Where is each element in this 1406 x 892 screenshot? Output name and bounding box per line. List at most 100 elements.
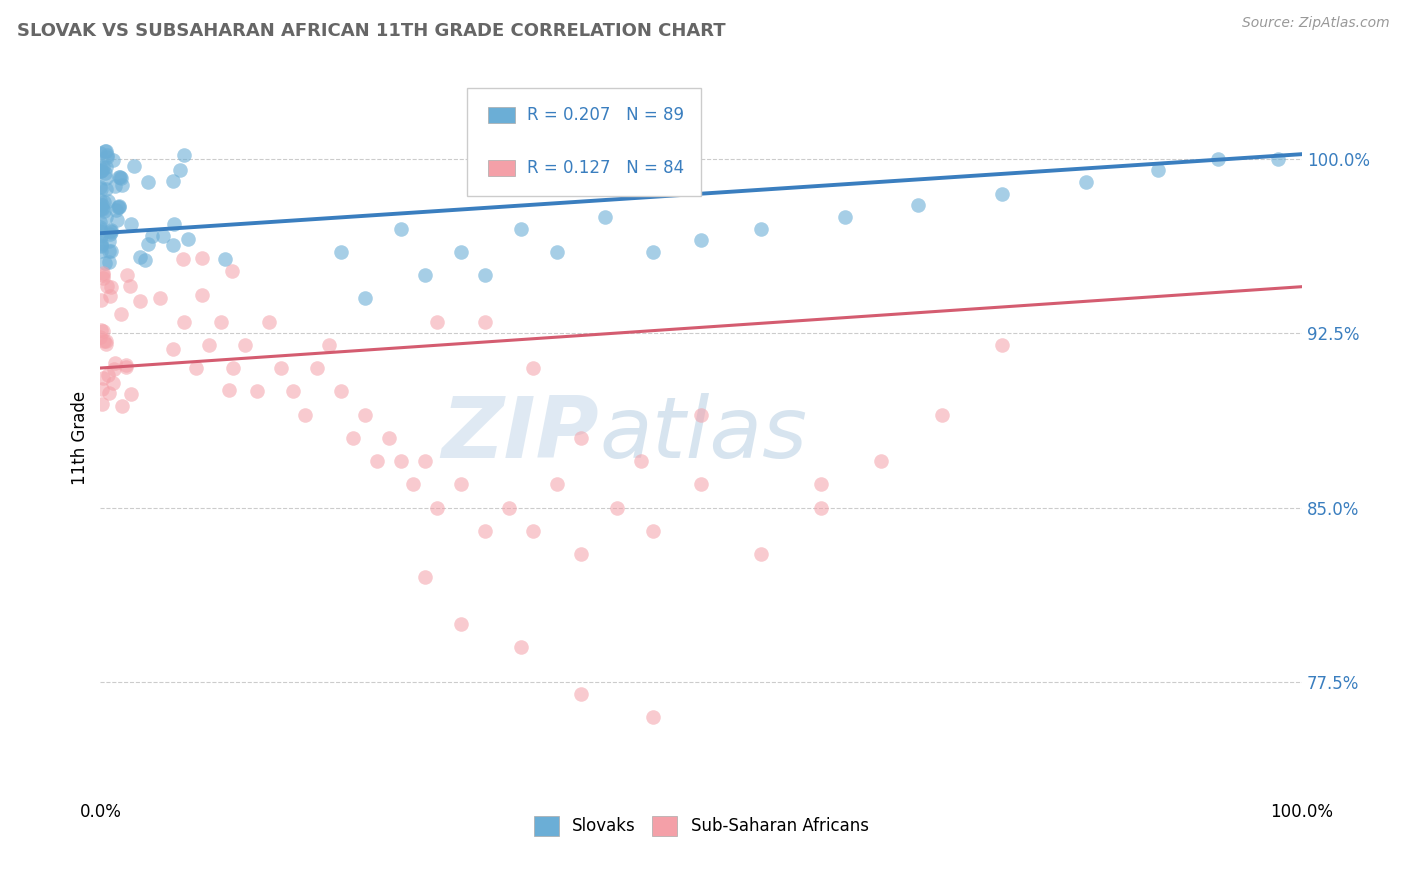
Point [329,244,352,259]
Point [107,200,129,214]
Point [110,171,132,186]
Text: ZIP: ZIP [441,392,599,475]
Point [90,323,112,337]
Point [402,477,425,491]
Point [108,199,131,213]
Text: atlas: atlas [599,392,807,475]
Point [96,150,118,164]
Point [810,500,832,515]
Legend: Slovaks, Sub-Saharan Africans: Slovaks, Sub-Saharan Africans [526,808,877,844]
Point [98,224,121,238]
Point [606,500,628,515]
Point [108,170,131,185]
Point [110,307,132,321]
Point [120,387,142,401]
Text: SLOVAK VS SUBSAHARAN AFRICAN 11TH GRADE CORRELATION CHART: SLOVAK VS SUBSAHARAN AFRICAN 11TH GRADE … [17,22,725,40]
Point [342,431,364,445]
Point [173,314,195,328]
Point [426,500,449,515]
Point [389,454,412,468]
Point [98,386,121,401]
Point [546,244,568,259]
Point [162,237,184,252]
Point [593,210,616,224]
Text: R = 0.207   N = 89: R = 0.207 N = 89 [527,106,683,124]
Point [90,382,112,396]
Point [103,153,125,167]
Point [100,244,122,259]
Point [498,500,520,515]
Point [97,368,120,382]
Point [366,454,388,468]
Point [104,356,127,370]
Point [98,255,121,269]
Point [98,289,121,303]
Point [389,221,412,235]
Point [100,223,122,237]
Point [89,219,111,234]
Point [209,314,232,328]
Point [111,178,134,192]
Point [353,408,375,422]
Point [474,524,496,538]
Point [89,180,111,194]
Point [93,256,115,270]
Point [413,570,436,584]
Point [270,361,292,376]
Point [162,342,184,356]
Point [233,338,256,352]
Point [94,144,117,158]
Point [94,166,117,180]
Point [353,291,375,305]
Point [90,164,112,178]
Point [115,268,138,282]
Point [93,266,115,280]
Point [136,175,159,189]
Point [149,291,172,305]
FancyBboxPatch shape [488,107,515,123]
Point [89,221,111,235]
Point [190,252,212,266]
Point [94,171,117,186]
Point [91,371,114,385]
Point [89,202,111,216]
Point [120,217,142,231]
Point [172,252,194,266]
Point [214,252,236,266]
Point [450,477,472,491]
Point [91,162,114,177]
Point [643,244,665,259]
Point [413,268,436,282]
Point [141,229,163,244]
Point [94,336,117,351]
Point [98,227,121,241]
Point [90,238,112,252]
Point [93,324,115,338]
Point [510,640,533,654]
Point [100,225,122,239]
Point [522,524,544,538]
Point [96,279,118,293]
Point [522,361,544,376]
Point [104,202,127,217]
Point [569,431,592,445]
Point [870,454,893,468]
Point [163,217,186,231]
Point [377,431,399,445]
Point [128,293,150,308]
Point [834,210,856,224]
Point [115,359,138,374]
Point [94,334,117,348]
Point [474,268,496,282]
Point [749,547,772,561]
Point [89,215,111,229]
Point [546,477,568,491]
Point [89,224,111,238]
Point [221,264,243,278]
Point [510,221,533,235]
Point [931,408,953,422]
Point [690,408,713,422]
Point [810,477,832,491]
Point [90,244,112,258]
Point [96,145,118,159]
